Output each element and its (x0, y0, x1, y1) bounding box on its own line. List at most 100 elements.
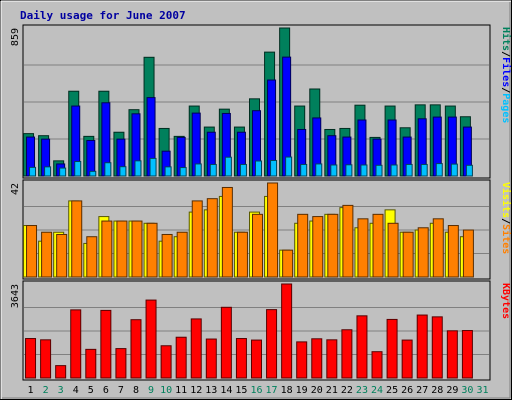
bar-kbytes-day-20 (311, 338, 323, 379)
bar-pages-day-8 (134, 160, 142, 177)
day-label: 31 (476, 385, 488, 396)
bar-kbytes-day-7 (115, 348, 127, 379)
bar-sites-day-13 (206, 198, 218, 278)
bar-sites-day-27 (417, 227, 429, 278)
bar-kbytes-day-26 (401, 339, 413, 379)
panel-middle: 42 Visits/Sites (10, 179, 512, 280)
bar-kbytes-day-11 (175, 336, 187, 379)
panel-middle-max-label: 42 (10, 183, 21, 195)
day-label: 17 (266, 385, 278, 396)
bar-kbytes-day-10 (160, 345, 172, 379)
bar-kbytes-day-2 (40, 339, 52, 379)
bar-pages-day-14 (224, 156, 232, 177)
day-label: 19 (296, 385, 308, 396)
bar-pages-day-1 (29, 166, 37, 177)
bar-pages-day-18 (285, 156, 293, 177)
bar-sites-day-24 (372, 213, 384, 278)
bar-kbytes-day-18 (281, 283, 293, 379)
bar-kbytes-day-25 (386, 318, 398, 379)
bar-kbytes-day-8 (130, 319, 142, 379)
bar-sites-day-15 (236, 231, 248, 278)
bar-pages-day-4 (74, 161, 82, 177)
bar-kbytes-day-19 (296, 341, 308, 379)
bar-sites-day-1 (26, 225, 38, 278)
day-label: 8 (133, 385, 139, 396)
panel-bottom-legend: KBytes (500, 283, 511, 319)
day-label: 5 (88, 385, 94, 396)
day-label: 4 (73, 385, 79, 396)
bar-pages-day-27 (420, 163, 428, 177)
bar-kbytes-day-5 (85, 348, 97, 379)
bar-pages-day-13 (209, 163, 217, 177)
legend-entry: / (500, 218, 511, 224)
panel-bottom-max-label: 3643 (10, 284, 21, 308)
day-label: 28 (431, 385, 443, 396)
bar-pages-day-19 (300, 163, 308, 177)
day-label: 1 (28, 385, 34, 396)
day-label: 29 (446, 385, 458, 396)
legend-entry: Sites (500, 224, 512, 254)
bar-sites-day-4 (71, 200, 83, 278)
bar-kbytes-day-30 (461, 330, 473, 379)
bar-sites-day-17 (267, 182, 279, 278)
day-label: 23 (356, 385, 368, 396)
bar-kbytes-day-22 (341, 329, 353, 379)
bar-sites-day-25 (387, 222, 399, 278)
bar-pages-day-12 (194, 163, 202, 177)
bar-sites-day-22 (342, 204, 354, 278)
bar-pages-day-17 (270, 159, 278, 177)
bar-kbytes-day-21 (326, 339, 338, 379)
bar-sites-day-28 (432, 218, 444, 278)
bar-sites-day-18 (282, 249, 294, 278)
bar-pages-day-7 (119, 166, 127, 177)
panel-bottom: 3643 KBytes (10, 280, 511, 381)
day-label: 18 (281, 385, 293, 396)
bar-sites-day-19 (297, 213, 309, 278)
bar-kbytes-day-9 (145, 299, 157, 379)
day-label: 12 (190, 385, 202, 396)
legend-entry: / (500, 87, 511, 93)
bar-sites-day-8 (131, 220, 143, 278)
bar-kbytes-day-6 (100, 309, 112, 379)
bar-pages-day-25 (390, 164, 398, 177)
legend-entry: KBytes (500, 283, 511, 319)
panel-top: 859 Hits/Files/Pages (10, 24, 512, 179)
day-label: 14 (220, 385, 232, 396)
legend-entry: Visits (500, 182, 512, 218)
bar-pages-day-15 (239, 163, 247, 177)
bar-kbytes-day-16 (251, 339, 262, 379)
panel-top-max-label: 859 (10, 28, 21, 46)
bar-sites-day-5 (86, 236, 98, 278)
bar-pages-day-9 (149, 157, 157, 177)
bar-kbytes-day-4 (70, 309, 82, 379)
day-label: 24 (371, 385, 383, 396)
bar-sites-day-9 (146, 222, 158, 278)
bar-sites-day-11 (176, 231, 188, 278)
bar-pages-day-6 (104, 162, 112, 177)
bar-kbytes-day-12 (190, 318, 202, 379)
bar-kbytes-day-24 (371, 351, 383, 379)
panel-middle-legend: Visits/Sites (500, 182, 512, 254)
bar-sites-day-29 (447, 225, 459, 278)
day-axis-labels: 1 2 3 4 5 6 7 8 9 10 11 12 13 14 15 16 17 18 19 20 21 22 23 24 2… (28, 385, 489, 396)
bar-kbytes-day-15 (235, 338, 247, 379)
bar-pages-day-30 (465, 164, 473, 177)
panel-top-legend: Hits/Files/Pages (500, 27, 512, 123)
bar-kbytes-day-3 (55, 365, 67, 379)
legend-entry: / (500, 51, 511, 57)
bar-pages-day-20 (315, 163, 323, 177)
day-label: 6 (103, 385, 109, 396)
bar-pages-day-21 (330, 164, 338, 177)
bar-sites-day-12 (191, 200, 203, 278)
bar-kbytes-day-1 (25, 338, 37, 379)
bar-pages-day-11 (179, 167, 187, 177)
legend-entry: Files (500, 57, 512, 87)
bar-pages-day-2 (44, 166, 52, 177)
bar-kbytes-day-23 (356, 315, 368, 379)
bar-sites-day-7 (116, 220, 128, 278)
day-label: 7 (118, 385, 124, 396)
bar-kbytes-day-17 (266, 309, 278, 379)
